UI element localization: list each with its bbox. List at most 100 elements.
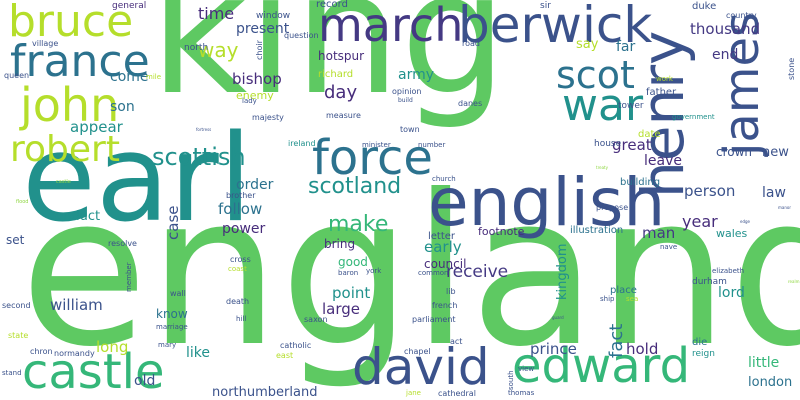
word-road: road (462, 39, 480, 48)
word-york: york (366, 267, 382, 275)
word-berwick: berwick (458, 0, 653, 54)
word-coast: coast (228, 265, 247, 273)
word-northumberland: northumberland (212, 385, 318, 400)
word-earl: earl (22, 110, 253, 249)
word-kingdom: kingdom (555, 243, 570, 300)
word-know: know (156, 307, 188, 321)
word-realm: realm (788, 279, 800, 284)
word-nave: nave (660, 243, 678, 251)
word-france: france (10, 36, 150, 87)
word-council: council (424, 257, 467, 271)
word-scottish: scottish (152, 143, 246, 171)
word-make: make (328, 212, 389, 237)
word-john: john (20, 78, 120, 132)
word-building: building (620, 177, 661, 188)
word-house: house (594, 139, 622, 149)
word-question: question (284, 31, 319, 40)
word-french: french (432, 301, 458, 310)
word-window: window (256, 11, 291, 21)
word-mary: mary (158, 341, 177, 349)
word-hotspur: hotspur (318, 49, 365, 63)
word-thomas: thomas (508, 389, 535, 397)
word-large: large (322, 300, 361, 318)
word-build: build (398, 97, 413, 104)
word-normandy: normandy (54, 349, 95, 358)
word-act: act (450, 337, 463, 346)
word-father: father (646, 87, 677, 98)
word-country: country (726, 11, 757, 20)
word-number: number (418, 141, 446, 149)
word-david: david (352, 338, 490, 396)
word-case: case (164, 205, 182, 240)
word-bishop: bishop (232, 70, 282, 88)
word-sea: sea (626, 295, 639, 303)
word-stone: stone (787, 57, 796, 80)
word-receive: receive (446, 262, 509, 282)
word-follow: follow (218, 200, 263, 218)
word-war: war (562, 80, 644, 131)
word-second: second (2, 301, 31, 310)
word-king: king (150, 0, 508, 132)
word-march: march (318, 0, 464, 52)
word-fact: fact (606, 323, 627, 358)
word-marriage: marriage (156, 323, 188, 331)
word-wall: wall (170, 289, 186, 298)
word-treaty: treaty (596, 165, 608, 170)
word-member: member (125, 262, 133, 292)
word-thousand: thousand (690, 20, 761, 38)
word-scot: scot (556, 53, 635, 97)
word-death: death (226, 297, 250, 306)
word-date: date (638, 129, 661, 140)
word-prince: prince (530, 340, 577, 358)
word-new: new (762, 145, 789, 160)
word-die: die (692, 337, 708, 348)
word-person: person (684, 182, 736, 200)
word-south: south (507, 370, 515, 390)
word-army: army (398, 67, 435, 83)
word-illustration: illustration (570, 225, 624, 236)
word-chron: chron (30, 347, 53, 356)
word-william: william (50, 296, 103, 314)
word-propose: propose (596, 203, 629, 212)
word-edward: edward (512, 338, 691, 394)
word-way: way (198, 38, 239, 62)
word-jane: jane (406, 389, 421, 397)
word-wales: wales (716, 227, 748, 240)
word-enemy: enemy (236, 89, 274, 102)
word-choir: choir (255, 40, 264, 60)
word-opinion: opinion (392, 87, 422, 96)
word-edge: edge (740, 219, 750, 224)
word-stand: stand (2, 369, 22, 377)
word-leave: leave (644, 153, 682, 169)
word-set: set (6, 233, 25, 247)
word-like: like (186, 345, 211, 361)
word-footnote: footnote (478, 225, 525, 238)
word-point: point (332, 284, 371, 302)
word-sir: sir (540, 1, 551, 11)
word-common: common (418, 269, 449, 277)
word-bring: bring (324, 237, 356, 251)
word-duke: duke (692, 1, 717, 12)
word-flood: flood (16, 199, 29, 205)
word-manor: manor (778, 205, 791, 210)
word-son: son (110, 99, 135, 115)
word-brother: brother (226, 191, 256, 200)
word-castle2: castle (56, 179, 71, 185)
word-general: general (112, 1, 147, 11)
word-present: present (236, 21, 290, 37)
word-richard: richard (318, 69, 354, 80)
word-old: old (134, 373, 156, 389)
word-mile: mile (146, 73, 162, 81)
word-say: say (576, 37, 599, 52)
word-elizabeth: elizabeth (712, 267, 745, 275)
word-state: state (8, 331, 29, 340)
word-letter: letter (428, 231, 456, 242)
word-hill: hill (236, 315, 247, 323)
word-conduct: conduct (48, 209, 101, 224)
word-government: government (672, 113, 715, 121)
word-scotland: scotland (308, 174, 402, 199)
word-lord: lord (718, 285, 745, 301)
word-chapel: chapel (404, 347, 431, 356)
word-early: early (424, 238, 462, 256)
